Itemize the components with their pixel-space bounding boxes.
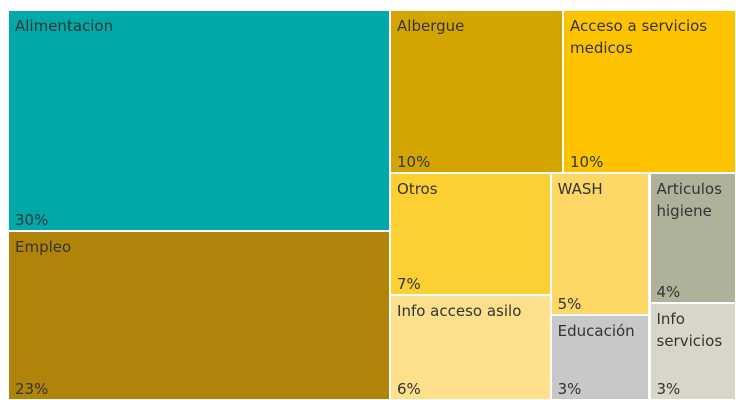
cell-label: Info servicios [656,309,723,350]
treemap-cell: Albergue 10% [390,10,563,173]
cell-value: 6% [397,380,421,398]
treemap-cell: Info servicios 3% [649,302,736,400]
treemap-cell: Otros 7% [390,172,551,295]
cell-label: Articulos higiene [656,179,722,220]
treemap-cell: Acceso a servicios medicos 10% [563,10,736,173]
cell-label: Albergue [397,17,465,35]
cell-value: 4% [656,282,681,301]
cell-label: Empleo [15,237,72,256]
cell-label: WASH [557,179,603,198]
treemap-cell: WASH 5% [550,172,650,315]
cell-label: Acceso a servicios medicos [570,17,708,57]
treemap-cell: Info acceso asilo 6% [390,295,551,400]
treemap-cell: Empleo 23% [8,230,391,400]
treemap-cell: Educación 3% [550,314,650,400]
treemap-cell: Articulos higiene 4% [649,172,736,303]
cell-value: 10% [397,152,431,171]
treemap-cell: Alimentacion 30% [8,10,391,231]
cell-label: Alimentacion [15,17,114,35]
cell-value: 3% [656,380,681,398]
cell-value: 30% [15,210,49,229]
cell-value: 10% [570,152,604,171]
cell-value: 3% [557,380,582,398]
cell-label: Info acceso asilo [397,302,522,320]
cell-label: Otros [397,179,438,198]
cell-value: 5% [557,294,582,313]
cell-value: 7% [397,275,421,293]
cell-label: Educación [557,321,635,340]
cell-value: 23% [15,379,49,398]
